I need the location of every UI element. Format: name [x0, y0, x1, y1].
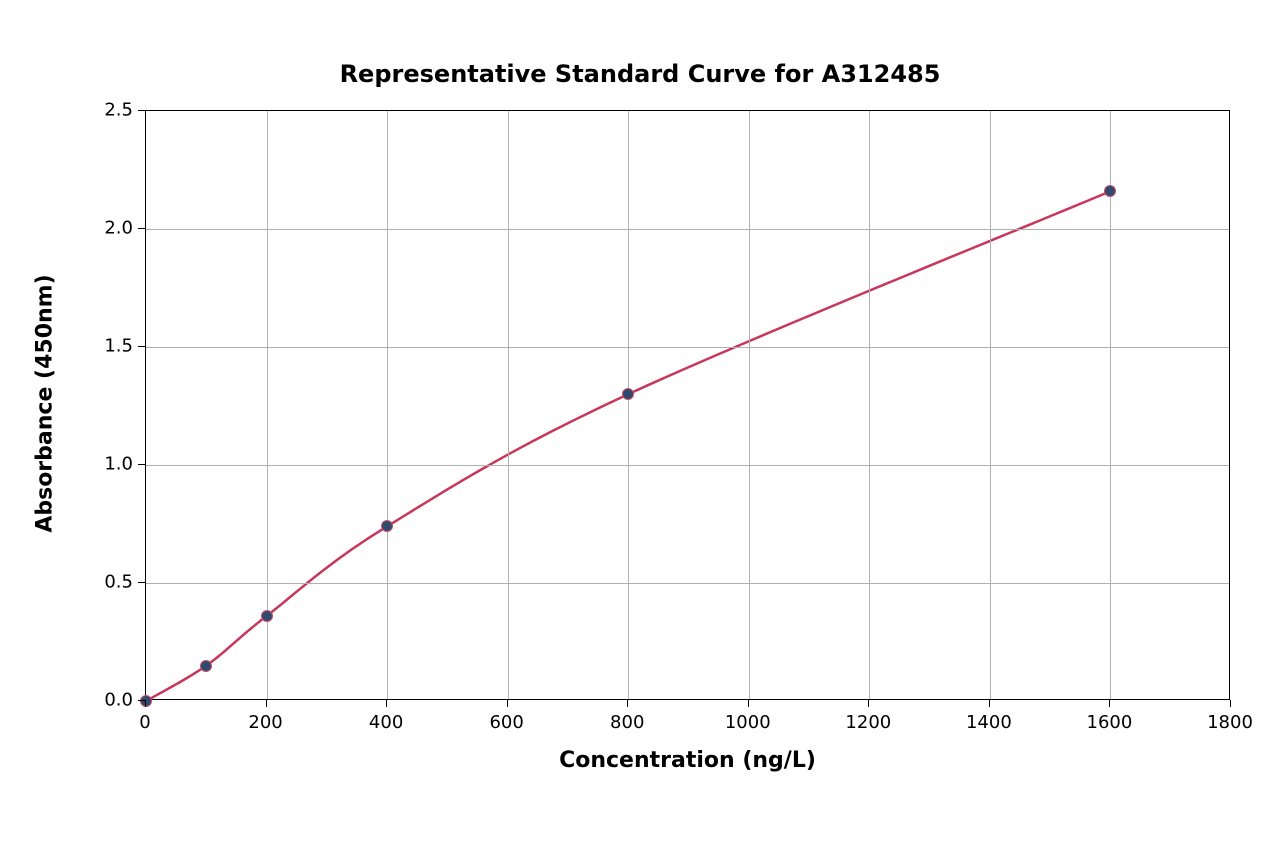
grid-line-vertical — [508, 111, 509, 699]
x-tick-mark — [507, 700, 508, 707]
grid-line-horizontal — [146, 347, 1229, 348]
plot-area — [145, 110, 1230, 700]
y-tick-mark — [138, 582, 145, 583]
grid-line-vertical — [1110, 111, 1111, 699]
x-tick-label: 0 — [139, 712, 150, 733]
grid-line-vertical — [869, 111, 870, 699]
data-point — [381, 520, 393, 532]
x-tick-mark — [989, 700, 990, 707]
y-tick-label: 1.5 — [95, 336, 133, 357]
grid-line-vertical — [990, 111, 991, 699]
x-tick-label: 1600 — [1087, 712, 1133, 733]
data-point — [261, 610, 273, 622]
y-tick-mark — [138, 700, 145, 701]
y-tick-mark — [138, 110, 145, 111]
x-tick-mark — [748, 700, 749, 707]
grid-line-horizontal — [146, 229, 1229, 230]
x-tick-mark — [1230, 700, 1231, 707]
grid-line-vertical — [628, 111, 629, 699]
x-tick-label: 800 — [610, 712, 644, 733]
data-point — [200, 660, 212, 672]
x-tick-label: 1200 — [845, 712, 891, 733]
grid-line-vertical — [749, 111, 750, 699]
x-tick-mark — [266, 700, 267, 707]
x-tick-label: 1400 — [966, 712, 1012, 733]
data-point — [140, 695, 152, 707]
y-tick-mark — [138, 464, 145, 465]
x-tick-label: 1800 — [1207, 712, 1253, 733]
grid-line-horizontal — [146, 465, 1229, 466]
x-tick-label: 400 — [369, 712, 403, 733]
y-tick-mark — [138, 346, 145, 347]
x-axis-label: Concentration (ng/L) — [0, 748, 1280, 773]
x-tick-mark — [145, 700, 146, 707]
chart-title: Representative Standard Curve for A31248… — [0, 60, 1280, 88]
x-tick-label: 1000 — [725, 712, 771, 733]
x-tick-mark — [1109, 700, 1110, 707]
chart-figure: Representative Standard Curve for A31248… — [0, 0, 1280, 845]
y-tick-mark — [138, 228, 145, 229]
x-tick-mark — [627, 700, 628, 707]
fitted-curve — [146, 111, 1231, 701]
y-tick-label: 2.5 — [95, 100, 133, 121]
y-tick-label: 1.0 — [95, 454, 133, 475]
grid-line-horizontal — [146, 583, 1229, 584]
x-tick-label: 200 — [248, 712, 282, 733]
y-axis-label: Absorbance (450nm) — [33, 109, 58, 699]
data-point — [622, 388, 634, 400]
y-tick-label: 2.0 — [95, 218, 133, 239]
y-tick-label: 0.5 — [95, 572, 133, 593]
x-tick-label: 600 — [489, 712, 523, 733]
x-tick-mark — [868, 700, 869, 707]
y-tick-label: 0.0 — [95, 690, 133, 711]
x-tick-mark — [386, 700, 387, 707]
grid-line-vertical — [387, 111, 388, 699]
data-point — [1104, 185, 1116, 197]
